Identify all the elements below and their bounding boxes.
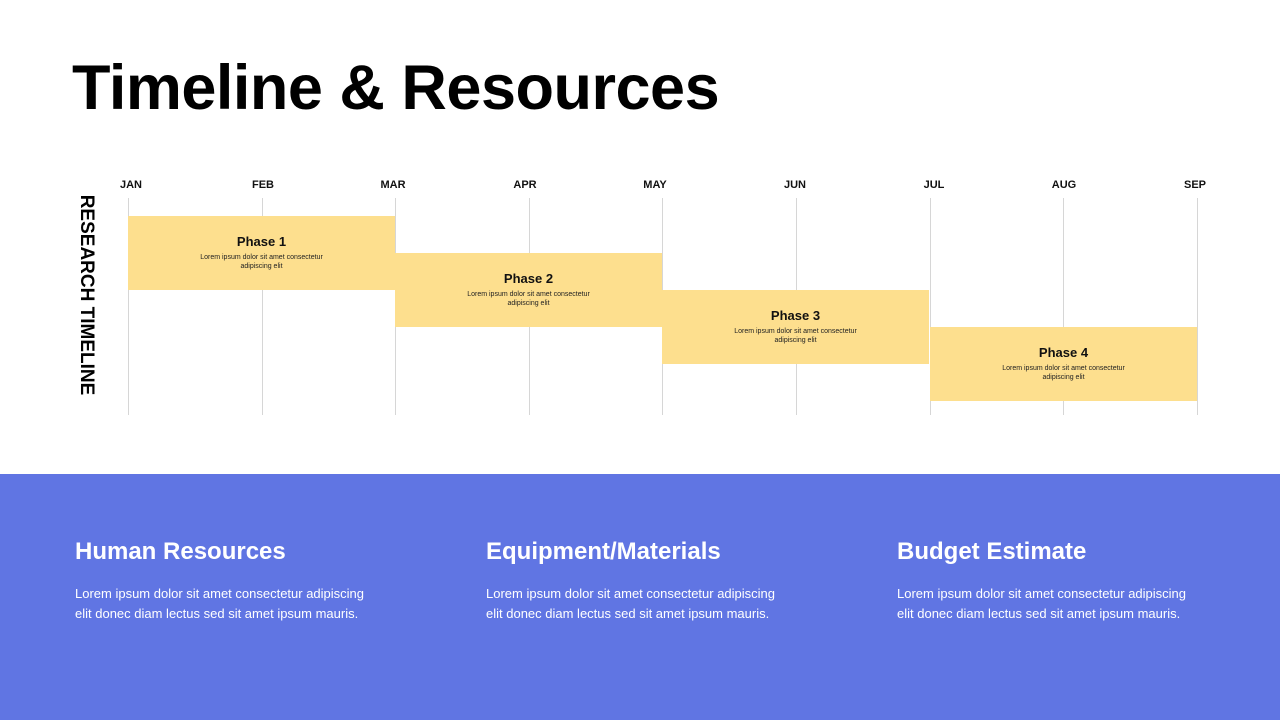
month-label: FEB: [252, 179, 274, 191]
month-label: APR: [513, 179, 537, 191]
resources-panel: [0, 474, 1280, 720]
resource-heading: Budget Estimate: [897, 538, 1087, 565]
grid-line: [930, 198, 931, 415]
resource-column: Budget Estimate Lorem ipsum dolor sit am…: [897, 538, 1197, 624]
grid-line: [262, 198, 263, 415]
month-label: MAR: [380, 179, 406, 191]
resource-text: Lorem ipsum dolor sit amet consectetur a…: [897, 586, 1187, 621]
month-label: JUN: [783, 179, 806, 191]
resource-column: Human Resources Lorem ipsum dolor sit am…: [75, 538, 375, 624]
month-label: AUG: [1051, 179, 1077, 191]
month-label: JUL: [923, 179, 945, 191]
title: Timeline & Resources: [72, 53, 720, 123]
phase-bar: Phase 2 Lorem ipsum dolor sit amet conse…: [395, 253, 662, 327]
month-label: SEP: [1183, 179, 1206, 191]
resource-text: Lorem ipsum dolor sit amet consectetur a…: [486, 586, 776, 621]
grid-line: [1063, 198, 1064, 415]
phase-title: Phase 1: [236, 234, 287, 249]
resource-heading: Human Resources: [75, 538, 286, 565]
month-label: MAY: [643, 179, 667, 191]
phase-title: Phase 2: [503, 271, 554, 286]
phase-title: Phase 4: [1038, 345, 1089, 360]
phase-text: Lorem ipsum dolor sit amet consectetur a…: [1002, 365, 1125, 381]
resource-text: Lorem ipsum dolor sit amet consectetur a…: [75, 586, 365, 621]
phase-text: Lorem ipsum dolor sit amet consectetur a…: [200, 254, 323, 270]
phase-title: Phase 3: [770, 308, 821, 323]
grid-line: [1197, 198, 1198, 415]
phase-text: Lorem ipsum dolor sit amet consectetur a…: [467, 291, 590, 307]
phase-bar: Phase 3 Lorem ipsum dolor sit amet conse…: [662, 290, 929, 364]
resource-heading: Equipment/Materials: [486, 538, 721, 565]
resource-column: Equipment/Materials Lorem ipsum dolor si…: [486, 538, 786, 624]
grid-line: [128, 198, 129, 415]
side-label: RESEARCH TIMELINE: [76, 194, 97, 396]
phase-bar: Phase 4 Lorem ipsum dolor sit amet conse…: [930, 327, 1197, 401]
phase-text: Lorem ipsum dolor sit amet consectetur a…: [734, 328, 857, 344]
phase-bar: Phase 1 Lorem ipsum dolor sit amet conse…: [128, 216, 395, 290]
month-label: JAN: [119, 179, 142, 191]
